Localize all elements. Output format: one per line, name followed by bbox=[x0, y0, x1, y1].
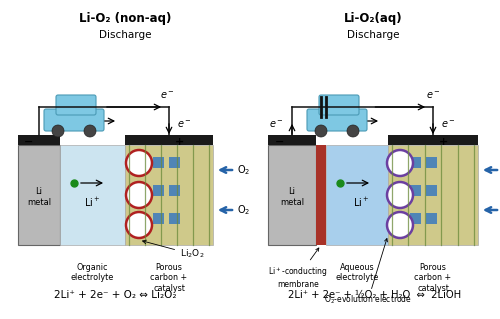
Text: Aqueous
electrolyte: Aqueous electrolyte bbox=[336, 263, 378, 282]
Text: Li-O₂ (non-aq): Li-O₂ (non-aq) bbox=[79, 12, 171, 25]
Circle shape bbox=[52, 125, 64, 137]
Text: $\mathrm{O_2}$: $\mathrm{O_2}$ bbox=[237, 163, 250, 177]
Bar bbox=[268, 135, 316, 145]
Text: $e^-$: $e^-$ bbox=[426, 90, 440, 101]
Bar bbox=[388, 145, 478, 245]
Bar bbox=[410, 213, 421, 224]
Text: $e^-$: $e^-$ bbox=[441, 120, 456, 130]
Text: $\mathrm{O_2}$: $\mathrm{O_2}$ bbox=[237, 203, 250, 217]
Bar bbox=[18, 135, 60, 145]
Text: +: + bbox=[174, 137, 184, 147]
Text: Li
metal: Li metal bbox=[280, 187, 304, 207]
FancyBboxPatch shape bbox=[44, 109, 104, 131]
Bar bbox=[60, 145, 125, 245]
Bar bbox=[268, 145, 316, 245]
Bar bbox=[426, 213, 437, 224]
Text: Li
metal: Li metal bbox=[27, 187, 51, 207]
Circle shape bbox=[84, 125, 96, 137]
Text: Discharge: Discharge bbox=[99, 30, 151, 40]
Circle shape bbox=[387, 150, 413, 176]
FancyBboxPatch shape bbox=[56, 95, 96, 115]
Bar bbox=[169, 213, 180, 224]
Text: $e^-$: $e^-$ bbox=[269, 120, 284, 130]
Bar bbox=[18, 145, 60, 245]
Circle shape bbox=[126, 182, 152, 208]
Text: Porous
carbon +
catalyst: Porous carbon + catalyst bbox=[414, 263, 452, 293]
Circle shape bbox=[126, 212, 152, 238]
Bar bbox=[169, 157, 180, 168]
Text: −: − bbox=[24, 137, 34, 147]
Circle shape bbox=[387, 212, 413, 238]
Bar bbox=[153, 185, 164, 196]
Circle shape bbox=[126, 150, 152, 176]
Text: $\mathrm{Li^+}$: $\mathrm{Li^+}$ bbox=[353, 196, 369, 209]
Text: $\mathrm{Li^+}$: $\mathrm{Li^+}$ bbox=[84, 196, 100, 209]
Bar bbox=[426, 157, 437, 168]
Text: −: − bbox=[276, 137, 284, 147]
Text: Discharge: Discharge bbox=[347, 30, 399, 40]
Bar bbox=[153, 213, 164, 224]
Text: Li-O₂(aq): Li-O₂(aq) bbox=[344, 12, 402, 25]
Bar bbox=[326, 145, 388, 245]
Bar bbox=[125, 145, 213, 245]
Circle shape bbox=[315, 125, 327, 137]
FancyBboxPatch shape bbox=[319, 95, 359, 115]
Text: $\mathrm{O_2}$-evolution electrode: $\mathrm{O_2}$-evolution electrode bbox=[324, 239, 412, 307]
Text: Porous
carbon +
catalyst: Porous carbon + catalyst bbox=[150, 263, 188, 293]
Bar bbox=[410, 157, 421, 168]
Bar bbox=[169, 185, 180, 196]
Text: $\mathrm{Li_2O_2}$: $\mathrm{Li_2O_2}$ bbox=[142, 240, 204, 261]
Text: $e^-$: $e^-$ bbox=[177, 120, 192, 130]
Text: 2Li⁺ + 2e⁻ + ½O₂ + H₂O  ⇔  2LiOH: 2Li⁺ + 2e⁻ + ½O₂ + H₂O ⇔ 2LiOH bbox=[288, 290, 462, 300]
Text: 2Li⁺ + 2e⁻ + O₂ ⇔ Li₂O₂: 2Li⁺ + 2e⁻ + O₂ ⇔ Li₂O₂ bbox=[54, 290, 176, 300]
Text: $e^-$: $e^-$ bbox=[160, 90, 174, 101]
Bar bbox=[316, 145, 326, 245]
Text: +: + bbox=[438, 137, 448, 147]
Bar bbox=[388, 135, 478, 145]
Text: Organic
electrolyte: Organic electrolyte bbox=[70, 263, 114, 282]
Bar bbox=[125, 135, 213, 145]
Circle shape bbox=[387, 182, 413, 208]
Bar bbox=[410, 185, 421, 196]
Circle shape bbox=[347, 125, 359, 137]
Bar bbox=[426, 185, 437, 196]
FancyBboxPatch shape bbox=[307, 109, 367, 131]
Text: $\mathrm{Li^+}$-conducting
membrane: $\mathrm{Li^+}$-conducting membrane bbox=[268, 248, 328, 289]
Bar bbox=[153, 157, 164, 168]
